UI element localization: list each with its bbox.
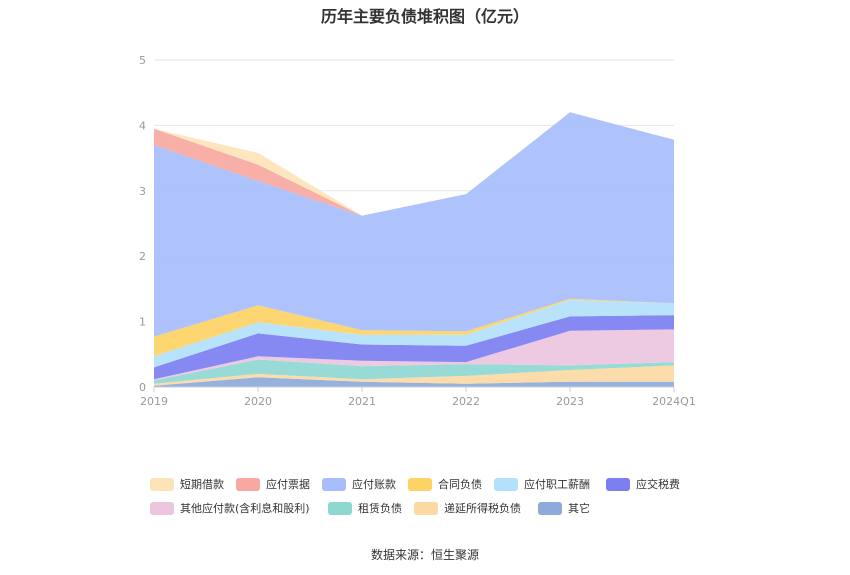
- legend-item[interactable]: 租赁负债: [328, 500, 414, 516]
- legend-swatch: [606, 477, 630, 491]
- legend-label: 短期借款: [180, 478, 224, 491]
- area-series: [154, 329, 674, 381]
- legend-item[interactable]: 其他应付款(含利息和股利): [150, 500, 328, 516]
- area-series: [154, 298, 674, 357]
- legend-swatch: [408, 477, 432, 491]
- chart-title: 历年主要负债堆积图（亿元）: [320, 7, 529, 26]
- y-tick-label: 2: [139, 250, 146, 263]
- legend-swatch: [328, 501, 352, 515]
- y-tick-label: 3: [139, 185, 146, 198]
- x-tick-label: 2022: [452, 395, 480, 408]
- area-series: [154, 315, 674, 380]
- area-series: [154, 377, 674, 387]
- legend-swatch: [322, 477, 346, 491]
- x-tick-label: 2019: [140, 395, 168, 408]
- area-series-layer: [154, 112, 674, 387]
- legend-label: 其他应付款(含利息和股利): [180, 502, 310, 515]
- x-tick-label: 2021: [348, 395, 376, 408]
- area-series: [154, 365, 674, 386]
- legend-swatch: [494, 477, 518, 491]
- legend-label: 应付票据: [266, 478, 310, 491]
- x-tick-label: 2024Q1: [652, 395, 696, 408]
- y-tick-label: 4: [139, 119, 146, 132]
- data-source: 数据来源：恒生聚源: [370, 548, 479, 562]
- legend-label: 应付账款: [352, 478, 396, 491]
- legend-label: 租赁负债: [358, 502, 402, 515]
- legend-swatch: [150, 501, 174, 515]
- legend-swatch: [414, 501, 438, 515]
- legend-item[interactable]: 应交税费: [606, 476, 686, 492]
- legend-label: 递延所得税负债: [444, 502, 521, 515]
- legend-row: 其他应付款(含利息和股利) 租赁负债 递延所得税负债 其它: [150, 496, 750, 520]
- y-tick-label: 0: [139, 381, 146, 394]
- legend-item[interactable]: 其它: [538, 500, 598, 516]
- y-tick-label: 1: [139, 316, 146, 329]
- legend-item[interactable]: 应付账款: [322, 476, 408, 492]
- legend-swatch: [150, 477, 174, 491]
- area-series: [154, 359, 674, 384]
- legend-swatch: [236, 477, 260, 491]
- area-series: [154, 112, 674, 337]
- legend-item[interactable]: 递延所得税负债: [414, 500, 538, 516]
- legend-label: 其它: [568, 502, 590, 515]
- legend: 短期借款 应付票据 应付账款 合同负债 应付职工薪酬 应交税费其他应付款(含利息和股利) 租…: [150, 472, 750, 520]
- legend-item[interactable]: 短期借款: [150, 476, 236, 492]
- area-series: [154, 300, 674, 368]
- legend-label: 应付职工薪酬: [524, 478, 590, 491]
- legend-item[interactable]: 应付票据: [236, 476, 322, 492]
- legend-swatch: [538, 501, 562, 515]
- axes: 0 1 2 3 4 5 2019 2020 2021 2022 2023 2024Q1: [139, 54, 696, 408]
- y-tick-label: 5: [139, 54, 146, 67]
- x-tick-label: 2020: [244, 395, 272, 408]
- area-series: [154, 112, 674, 216]
- legend-label: 应交税费: [636, 478, 680, 491]
- legend-item[interactable]: 应付职工薪酬: [494, 476, 606, 492]
- x-tick-label: 2023: [556, 395, 584, 408]
- legend-label: 合同负债: [438, 478, 482, 491]
- legend-item[interactable]: 合同负债: [408, 476, 494, 492]
- legend-row: 短期借款 应付票据 应付账款 合同负债 应付职工薪酬 应交税费: [150, 472, 750, 496]
